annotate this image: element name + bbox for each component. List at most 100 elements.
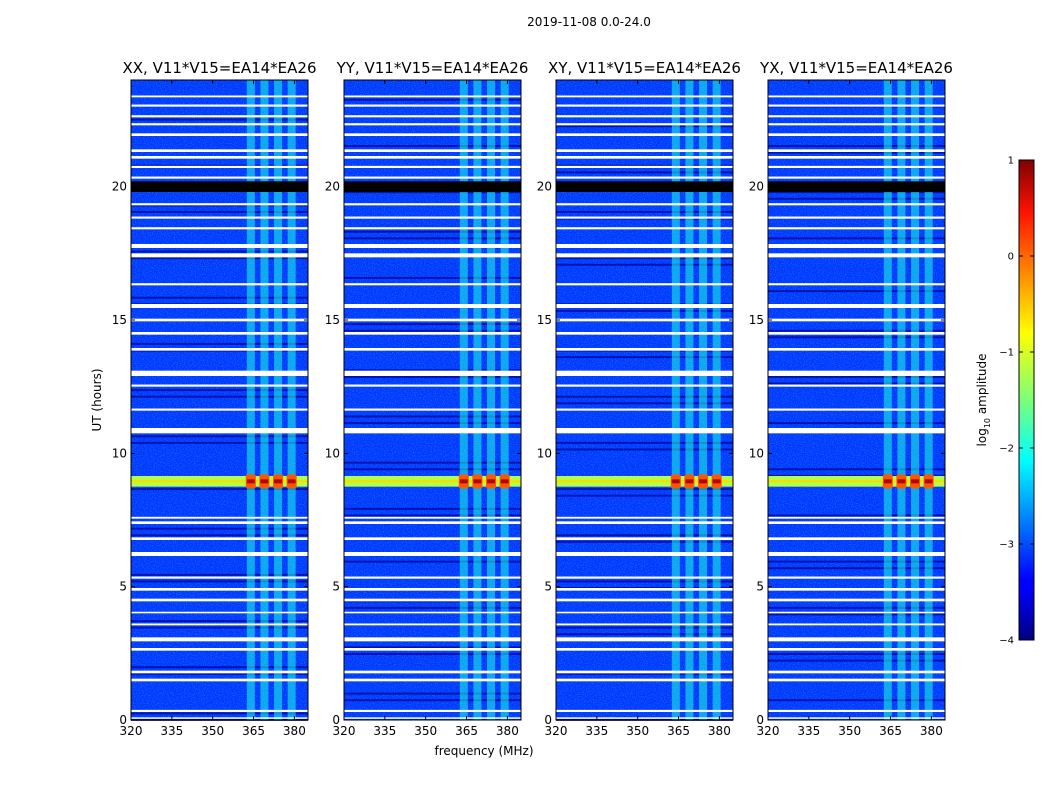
- flagged-row: [131, 348, 308, 351]
- low-amplitude-row: [556, 395, 733, 398]
- flagged-row: [131, 318, 308, 322]
- flagged-row: [768, 370, 945, 376]
- panel-title: YY, V11*V15=EA14*EA26: [336, 59, 529, 77]
- y-tick-label: 20: [325, 180, 340, 194]
- flagged-row: [556, 709, 733, 712]
- flagged-row: [344, 678, 521, 682]
- flagged-row: [768, 165, 945, 168]
- y-tick-label: 10: [749, 446, 764, 460]
- flagged-row: [131, 611, 308, 614]
- low-amplitude-row: [344, 144, 521, 147]
- y-tick-label: 0: [332, 713, 340, 727]
- low-amplitude-row: [556, 210, 733, 213]
- flagged-row: [131, 521, 308, 524]
- rfi-burst-core: [287, 479, 296, 484]
- low-amplitude-row: [344, 191, 521, 194]
- flagged-row: [768, 576, 945, 579]
- low-amplitude-row: [768, 290, 945, 293]
- flagged-row: [344, 332, 521, 335]
- flagged-row: [768, 648, 945, 651]
- flagged-row: [556, 516, 733, 519]
- flagged-row: [344, 216, 521, 219]
- low-amplitude-row: [344, 646, 521, 649]
- flagged-row: [131, 203, 308, 206]
- flagged-row: [344, 348, 521, 351]
- rfi-burst-core: [246, 479, 255, 484]
- flagged-row: [131, 253, 308, 258]
- low-amplitude-row: [131, 257, 308, 260]
- flagged-row: [131, 709, 308, 712]
- flagged-row: [556, 332, 733, 335]
- y-tick-label: 0: [119, 713, 127, 727]
- flagged-row: [556, 670, 733, 674]
- flagged-row: [131, 588, 308, 591]
- flagged-row: [131, 133, 308, 136]
- low-amplitude-row: [556, 494, 733, 497]
- low-amplitude-row: [768, 567, 945, 570]
- flagged-row: [768, 216, 945, 219]
- flagged-row: [768, 521, 945, 524]
- low-amplitude-row: [768, 514, 945, 517]
- x-tick-label: 365: [879, 724, 902, 738]
- zero-row: [768, 181, 945, 192]
- flagged-row: [131, 165, 308, 168]
- y-tick-label: 10: [112, 446, 127, 460]
- bright-band-core: [344, 480, 521, 483]
- low-amplitude-row: [131, 580, 308, 583]
- rfi-channel: [260, 80, 269, 720]
- low-amplitude-row: [131, 488, 308, 491]
- low-amplitude-row: [131, 118, 308, 121]
- rfi-burst-core: [924, 479, 933, 484]
- rfi-channel: [924, 80, 933, 720]
- low-amplitude-row: [556, 263, 733, 266]
- rfi-burst-core: [274, 479, 283, 484]
- rfi-burst-core: [459, 479, 468, 484]
- flagged-row: [768, 156, 945, 159]
- colorbar-tick-label: −3: [999, 540, 1014, 551]
- low-amplitude-row: [131, 435, 308, 438]
- flagged-row: [344, 244, 521, 248]
- flagged-row: [768, 670, 945, 674]
- low-amplitude-row: [344, 375, 521, 378]
- flagged-row: [768, 717, 945, 719]
- low-amplitude-row: [131, 666, 308, 669]
- flagged-row: [768, 552, 945, 556]
- flagged-row: [344, 165, 521, 168]
- flagged-row: [344, 516, 521, 519]
- flagged-row: [131, 95, 308, 98]
- panel-frame: [555, 79, 734, 721]
- low-amplitude-row: [556, 309, 733, 312]
- flagged-row: [131, 149, 308, 152]
- rfi-burst-core: [473, 479, 482, 484]
- flagged-row: [344, 176, 521, 179]
- low-amplitude-row: [344, 323, 521, 326]
- x-tick-label: 320: [545, 724, 568, 738]
- flagged-row: [556, 623, 733, 626]
- x-tick-label: 335: [160, 724, 183, 738]
- rfi-burst-core: [699, 479, 708, 484]
- y-tick-label: 15: [537, 313, 552, 327]
- colorbar-tick-label: 0: [1008, 252, 1014, 263]
- rfi-burst-core: [671, 479, 680, 484]
- zero-row: [131, 181, 308, 192]
- low-amplitude-row: [344, 422, 521, 425]
- flagged-row: [556, 253, 733, 258]
- flagged-row: [131, 227, 308, 230]
- low-amplitude-row: [131, 389, 308, 392]
- low-amplitude-row: [131, 250, 308, 253]
- flagged-row: [556, 552, 733, 556]
- y-tick-label: 10: [325, 446, 340, 460]
- panel-frame: [767, 79, 946, 721]
- flagged-row: [556, 370, 733, 376]
- flagged-row: [344, 304, 521, 308]
- flagged-row: [556, 95, 733, 98]
- flagged-row: [556, 588, 733, 591]
- flagged-row: [556, 104, 733, 107]
- low-amplitude-row: [768, 606, 945, 609]
- panel-title: XX, V11*V15=EA14*EA26: [122, 59, 316, 77]
- flagged-row: [556, 611, 733, 614]
- rfi-channel: [671, 80, 680, 720]
- rfi-channel: [473, 80, 482, 720]
- low-amplitude-row: [344, 98, 521, 101]
